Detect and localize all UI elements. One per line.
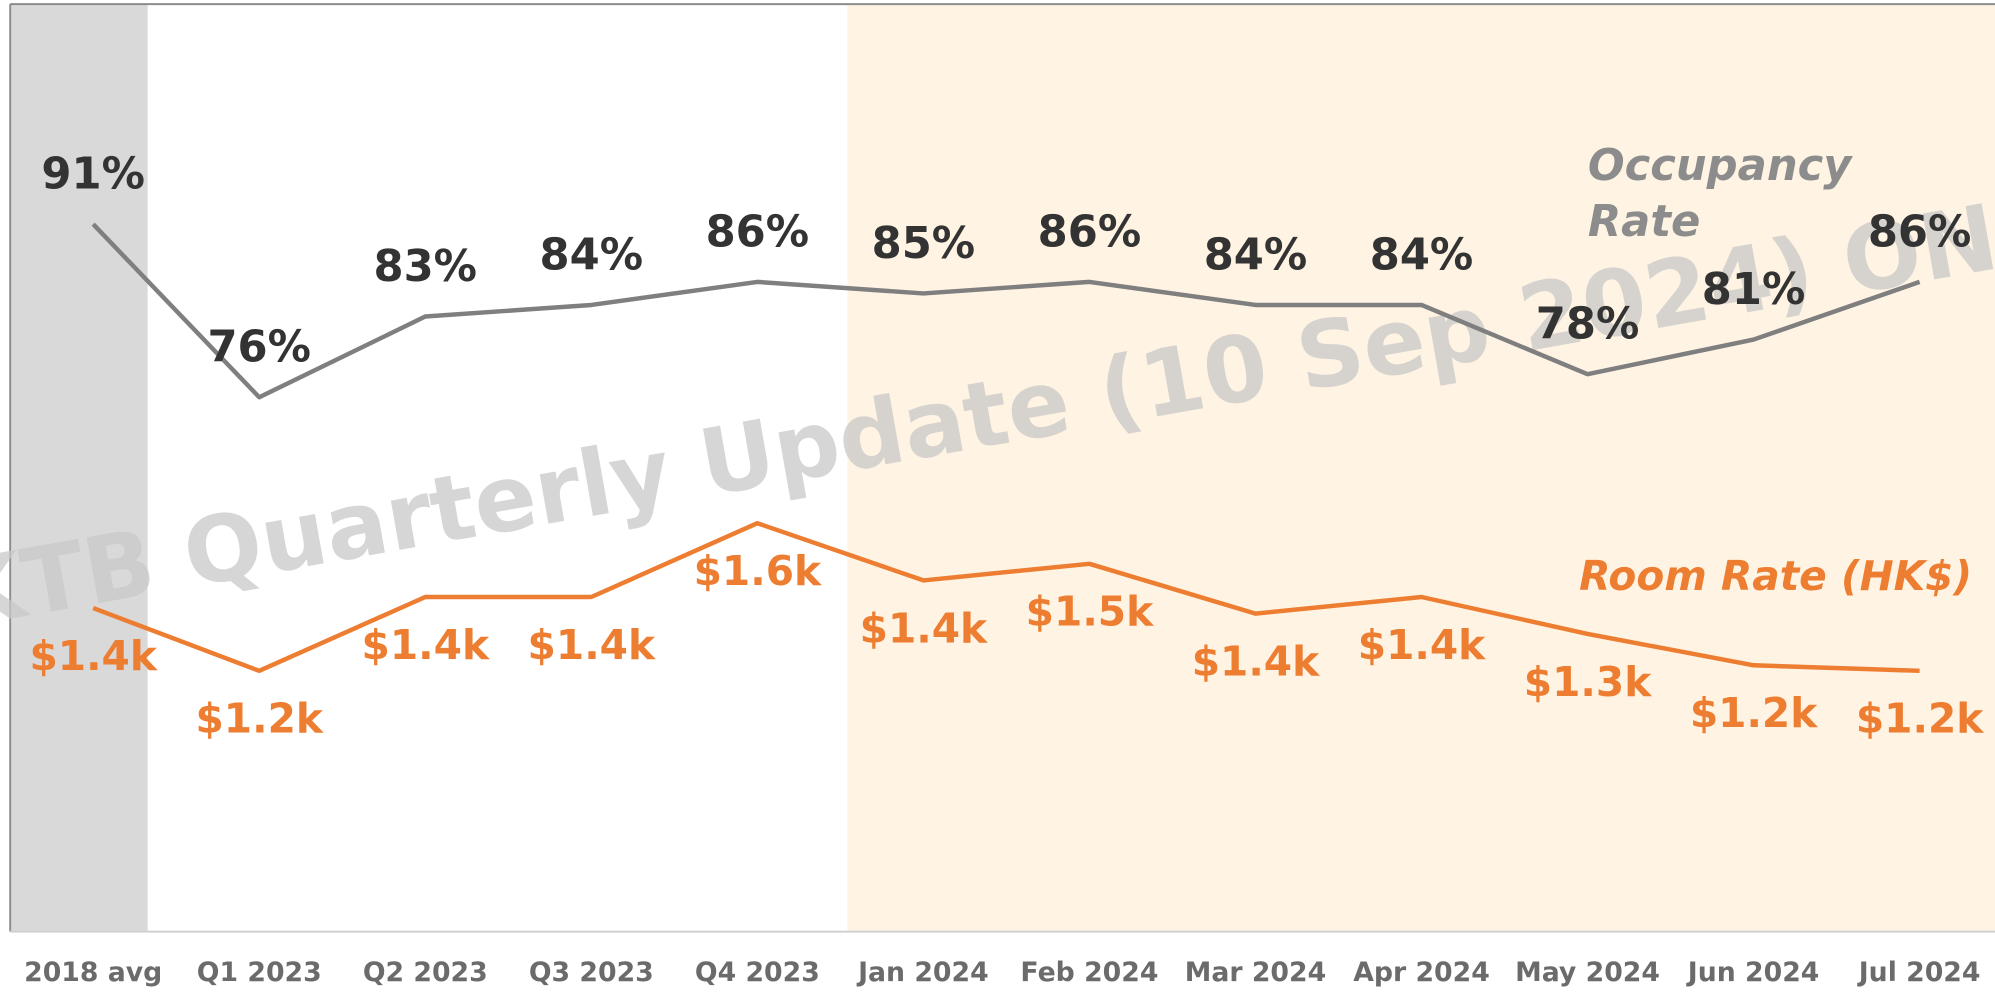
data-label: $1.4k — [860, 604, 988, 652]
data-label: $1.4k — [1358, 621, 1486, 669]
x-tick-label: Q4 2023 — [695, 957, 820, 988]
data-label: $1.4k — [1192, 638, 1320, 686]
data-label: 91% — [41, 150, 145, 200]
series-line — [92, 520, 1920, 674]
data-label: 81% — [1702, 265, 1806, 315]
x-tick-label: Q2 2023 — [363, 957, 488, 988]
data-label: 76% — [207, 323, 311, 373]
x-tick-label: 2018 avg — [24, 957, 162, 988]
x-tick-label: Q1 2023 — [197, 957, 322, 988]
x-tick-label: Jun 2024 — [1686, 957, 1820, 988]
legend-room-rate: Room Rate (HK$) — [1579, 552, 1972, 600]
x-tick-label: Feb 2024 — [1020, 957, 1158, 988]
data-label: $1.4k — [528, 621, 656, 669]
data-label: $1.2k — [1856, 695, 1984, 743]
baseline-shade — [10, 4, 148, 932]
data-label: $1.2k — [195, 695, 323, 743]
monthly-shade — [847, 4, 1995, 932]
x-tick-label: Mar 2024 — [1185, 957, 1326, 988]
data-label: $1.5k — [1026, 588, 1154, 636]
data-label: $1.4k — [362, 621, 490, 669]
legend-occupancy: Occupancy Rate — [1588, 141, 1853, 247]
x-tick-label: Apr 2024 — [1353, 957, 1490, 988]
x-tick-label: Jan 2024 — [856, 957, 989, 988]
data-label: 84% — [1370, 230, 1474, 280]
data-label: $1.2k — [1690, 689, 1818, 737]
data-label: $1.6k — [694, 547, 822, 595]
data-label: 83% — [374, 242, 478, 292]
data-label: $1.4k — [29, 632, 157, 680]
data-label: 85% — [872, 219, 976, 269]
x-tick-label: Jul 2024 — [1857, 957, 1981, 988]
data-label: 86% — [1038, 207, 1142, 257]
data-label: 84% — [540, 230, 644, 280]
x-tick-label: Q3 2023 — [529, 957, 654, 988]
data-label: 78% — [1536, 300, 1640, 350]
data-label: $1.3k — [1524, 658, 1652, 706]
series-line — [91, 222, 1921, 400]
x-tick-label: May 2024 — [1515, 957, 1660, 988]
data-label: 86% — [1868, 207, 1972, 257]
data-label: 86% — [706, 207, 810, 257]
data-label: 84% — [1204, 230, 1308, 280]
